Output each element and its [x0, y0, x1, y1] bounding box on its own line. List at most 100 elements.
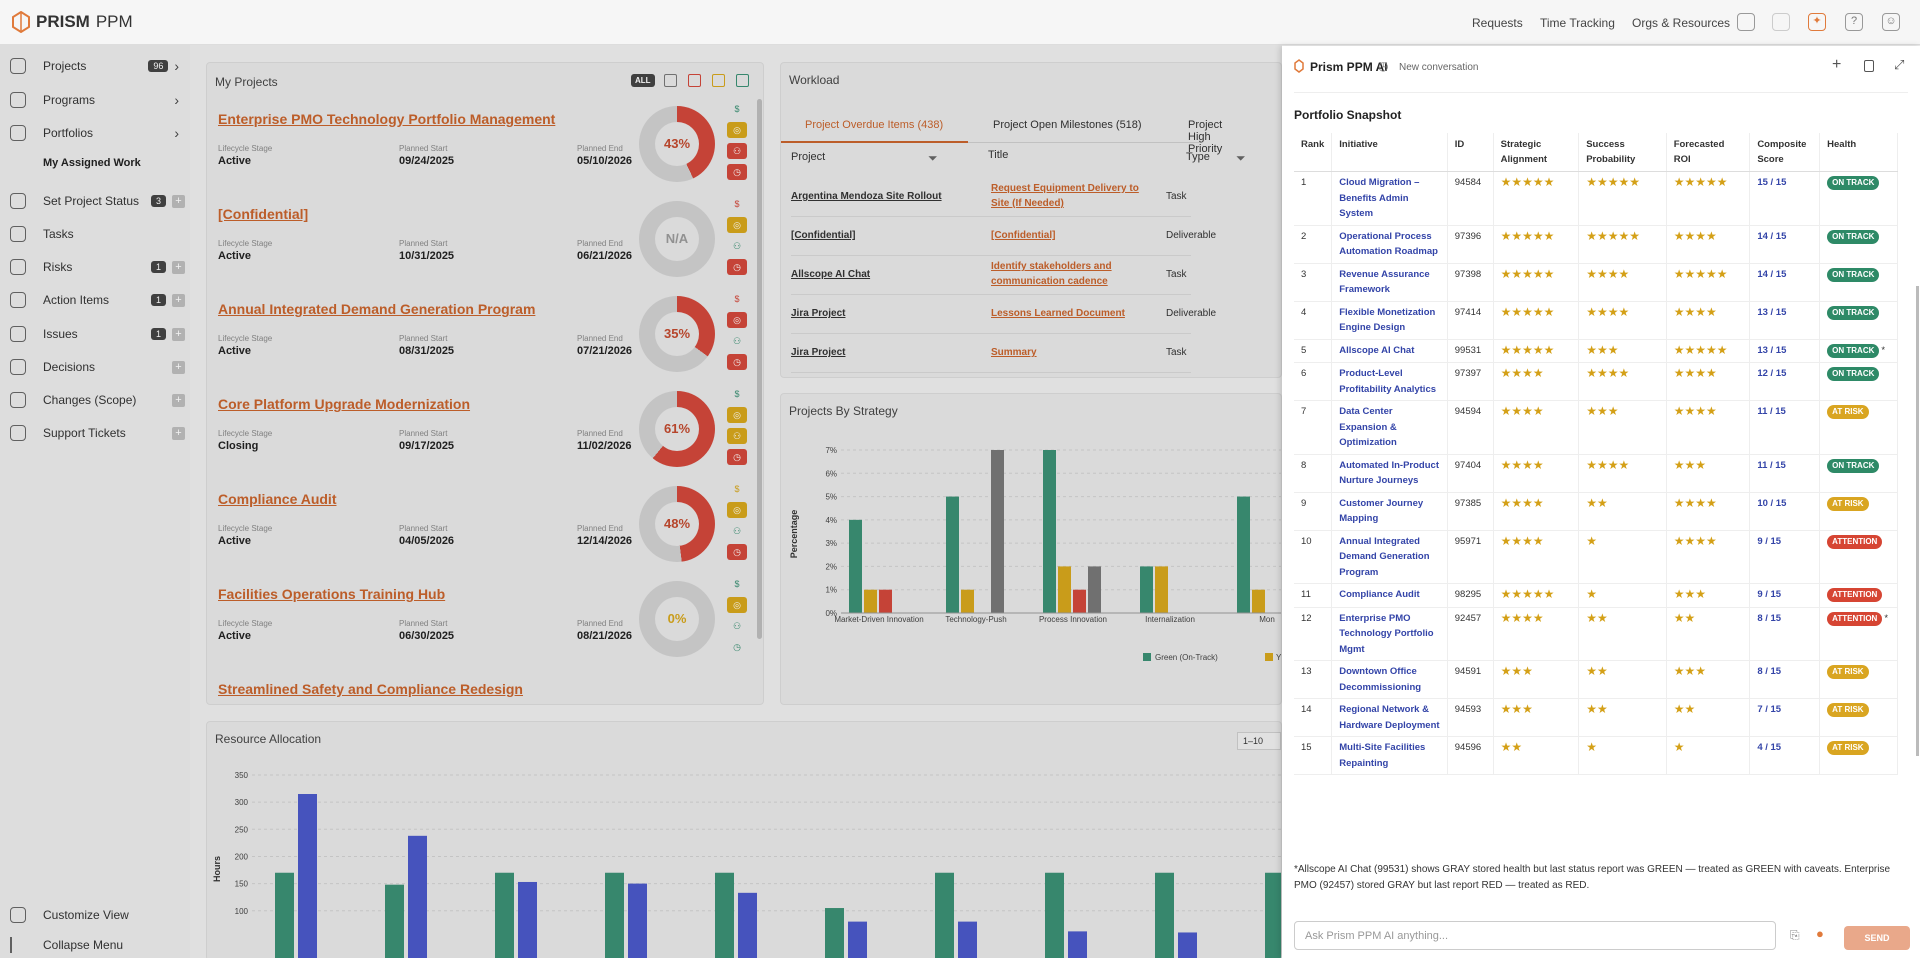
sidebar-item-decisions[interactable]: Decisions + [10, 357, 185, 377]
bell-icon[interactable] [1772, 13, 1790, 31]
filter-gray-checkbox[interactable] [664, 74, 677, 87]
project-name-link[interactable]: Compliance Audit [218, 491, 337, 507]
save-icon[interactable] [1864, 60, 1874, 72]
sidebar-item-set-project-status[interactable]: Set Project Status 3 + [10, 191, 185, 211]
add-icon[interactable]: + [1832, 56, 1842, 73]
sidebar-item-issues[interactable]: Issues 1 + [10, 324, 185, 344]
add-icon[interactable]: + [172, 293, 185, 307]
add-icon[interactable]: + [172, 393, 185, 407]
target-icon[interactable]: ◎ [727, 502, 747, 518]
table-row[interactable]: Jira Project Lessons Learned Document Deli… [791, 294, 1216, 334]
sidebar-item-support-tickets[interactable]: Support Tickets + [10, 423, 185, 443]
project-link[interactable]: Jira Project [791, 347, 846, 358]
collapse-menu-button[interactable]: Collapse Menu [10, 935, 185, 955]
new-conversation-label[interactable]: New conversation [1399, 62, 1479, 73]
table-row[interactable]: Allscope AI Chat Identify stakeholders an… [791, 255, 1191, 295]
target-icon[interactable]: ◎ [727, 122, 747, 138]
initiative-cell[interactable]: Downtown Office Decommissioning [1331, 660, 1448, 699]
app-logo[interactable]: PRISM PPM [12, 11, 133, 33]
project-link[interactable]: Jira Project [791, 308, 846, 319]
schedule-icon[interactable]: ◷ [727, 259, 747, 275]
initiative-cell[interactable]: Product-Level Profitability Analytics [1331, 362, 1448, 401]
resource-icon[interactable]: ⚇ [732, 336, 742, 346]
budget-icon[interactable]: $ [734, 294, 740, 304]
initiative-cell[interactable]: Automated In-Product Nurture Journeys [1331, 454, 1448, 493]
sidebar-item-programs[interactable]: Programs › [10, 90, 185, 110]
ai-assistant-icon[interactable]: ✦ [1808, 13, 1826, 31]
add-icon[interactable]: + [172, 360, 185, 374]
sidebar-item-projects[interactable]: Projects 96 › [10, 56, 185, 76]
sidebar-item-portfolios[interactable]: Portfolios › [10, 123, 185, 143]
budget-icon[interactable]: $ [734, 389, 740, 399]
initiative-cell[interactable]: Enterprise PMO Technology Portfolio Mgmt [1331, 607, 1448, 661]
budget-icon[interactable]: $ [734, 579, 740, 589]
initiative-cell[interactable]: Customer Journey Mapping [1331, 492, 1448, 531]
initiative-cell[interactable]: Revenue Assurance Framework [1331, 263, 1448, 302]
initiative-cell[interactable]: Data Center Expansion & Optimization [1331, 400, 1448, 455]
nav-time-tracking[interactable]: Time Tracking [1540, 16, 1615, 30]
nav-requests[interactable]: Requests [1472, 16, 1523, 30]
filter-yellow-checkbox[interactable] [712, 74, 725, 87]
initiative-cell[interactable]: Allscope AI Chat [1331, 339, 1448, 363]
projects-scrollbar[interactable] [757, 99, 762, 639]
initiative-cell[interactable]: Multi-Site Facilities Repainting [1331, 736, 1448, 775]
initiative-cell[interactable]: Operational Process Automation Roadmap [1331, 225, 1448, 264]
nav-orgs-resources[interactable]: Orgs & Resources [1632, 16, 1731, 30]
schedule-icon[interactable]: ◷ [727, 164, 747, 180]
initiative-cell[interactable]: Flexible Monetization Engine Design [1331, 301, 1448, 340]
filter-icon[interactable]: ⏷ [928, 151, 938, 165]
sidebar-item-changes-scope-[interactable]: Changes (Scope) + [10, 390, 185, 410]
resource-icon[interactable]: ⚇ [727, 428, 747, 444]
project-link[interactable]: [Confidential] [791, 230, 856, 241]
attach-icon[interactable]: ⎘ [1790, 928, 1800, 942]
table-row[interactable]: [Confidential] [Confidential] Deliverable [791, 216, 1216, 256]
budget-icon[interactable]: $ [734, 484, 740, 494]
expand-icon[interactable]: ⤢ [1894, 57, 1905, 72]
title-link[interactable]: Identify stakeholders and communication … [991, 261, 1112, 287]
table-row[interactable]: Jira Project Summary Task [791, 333, 1191, 373]
customize-view-button[interactable]: Customize View [10, 905, 185, 925]
chevron-right-icon[interactable]: › [174, 125, 179, 141]
title-link[interactable]: [Confidential] [991, 230, 1056, 241]
history-icon[interactable]: ◷ [1378, 59, 1389, 73]
initiative-cell[interactable]: Regional Network & Hardware Deployment [1331, 698, 1448, 737]
filter-icon[interactable]: ⏷ [1236, 151, 1246, 165]
target-icon[interactable]: ◎ [727, 407, 747, 423]
ask-ai-input[interactable]: Ask Prism PPM AI anything... [1294, 921, 1776, 950]
filter-all-button[interactable]: ALL [631, 74, 655, 87]
tab-overdue-items[interactable]: Project Overdue Items (438) [805, 119, 944, 131]
project-name-link[interactable]: Enterprise PMO Technology Portfolio Mana… [218, 111, 556, 127]
sidebar-item-action-items[interactable]: Action Items 1 + [10, 290, 185, 310]
tab-high-priority[interactable]: Project High Priority [1188, 119, 1223, 155]
target-icon[interactable]: ◎ [727, 312, 747, 328]
schedule-icon[interactable]: ◷ [727, 354, 747, 370]
add-icon[interactable]: + [172, 426, 185, 440]
title-link[interactable]: Summary [991, 347, 1037, 358]
initiative-cell[interactable]: Annual Integrated Demand Generation Prog… [1331, 530, 1448, 584]
title-link[interactable]: Lessons Learned Document [991, 308, 1125, 319]
sidebar-item-tasks[interactable]: Tasks [10, 224, 185, 244]
filter-green-checkbox[interactable] [736, 74, 749, 87]
resource-icon[interactable]: ⚇ [732, 241, 742, 251]
add-icon[interactable]: + [172, 327, 185, 341]
schedule-icon[interactable]: ◷ [727, 544, 747, 560]
resource-icon[interactable]: ⚇ [727, 143, 747, 159]
budget-icon[interactable]: $ [734, 199, 740, 209]
initiative-cell[interactable]: Compliance Audit [1331, 583, 1448, 608]
resource-icon[interactable]: ⚇ [732, 526, 742, 536]
project-link[interactable]: Allscope AI Chat [791, 269, 871, 280]
schedule-icon[interactable]: ◷ [727, 449, 747, 465]
filter-red-checkbox[interactable] [688, 74, 701, 87]
schedule-icon[interactable]: ◷ [733, 642, 741, 652]
project-name-link[interactable]: Facilities Operations Training Hub [218, 586, 446, 602]
resource-icon[interactable]: ⚇ [732, 621, 742, 631]
send-button[interactable]: SEND [1844, 926, 1910, 950]
add-icon[interactable]: + [172, 260, 185, 274]
reports-icon[interactable] [1737, 13, 1755, 31]
user-account-icon[interactable]: ☺ [1882, 13, 1900, 31]
ai-panel-scrollbar[interactable] [1916, 286, 1919, 756]
microphone-icon[interactable]: ● [1816, 926, 1824, 941]
initiative-cell[interactable]: Cloud Migration – Benefits Admin System [1331, 171, 1448, 226]
project-link[interactable]: Argentina Mendoza Site Rollout [791, 191, 942, 202]
pager-select[interactable]: 1–10 [1237, 732, 1281, 750]
